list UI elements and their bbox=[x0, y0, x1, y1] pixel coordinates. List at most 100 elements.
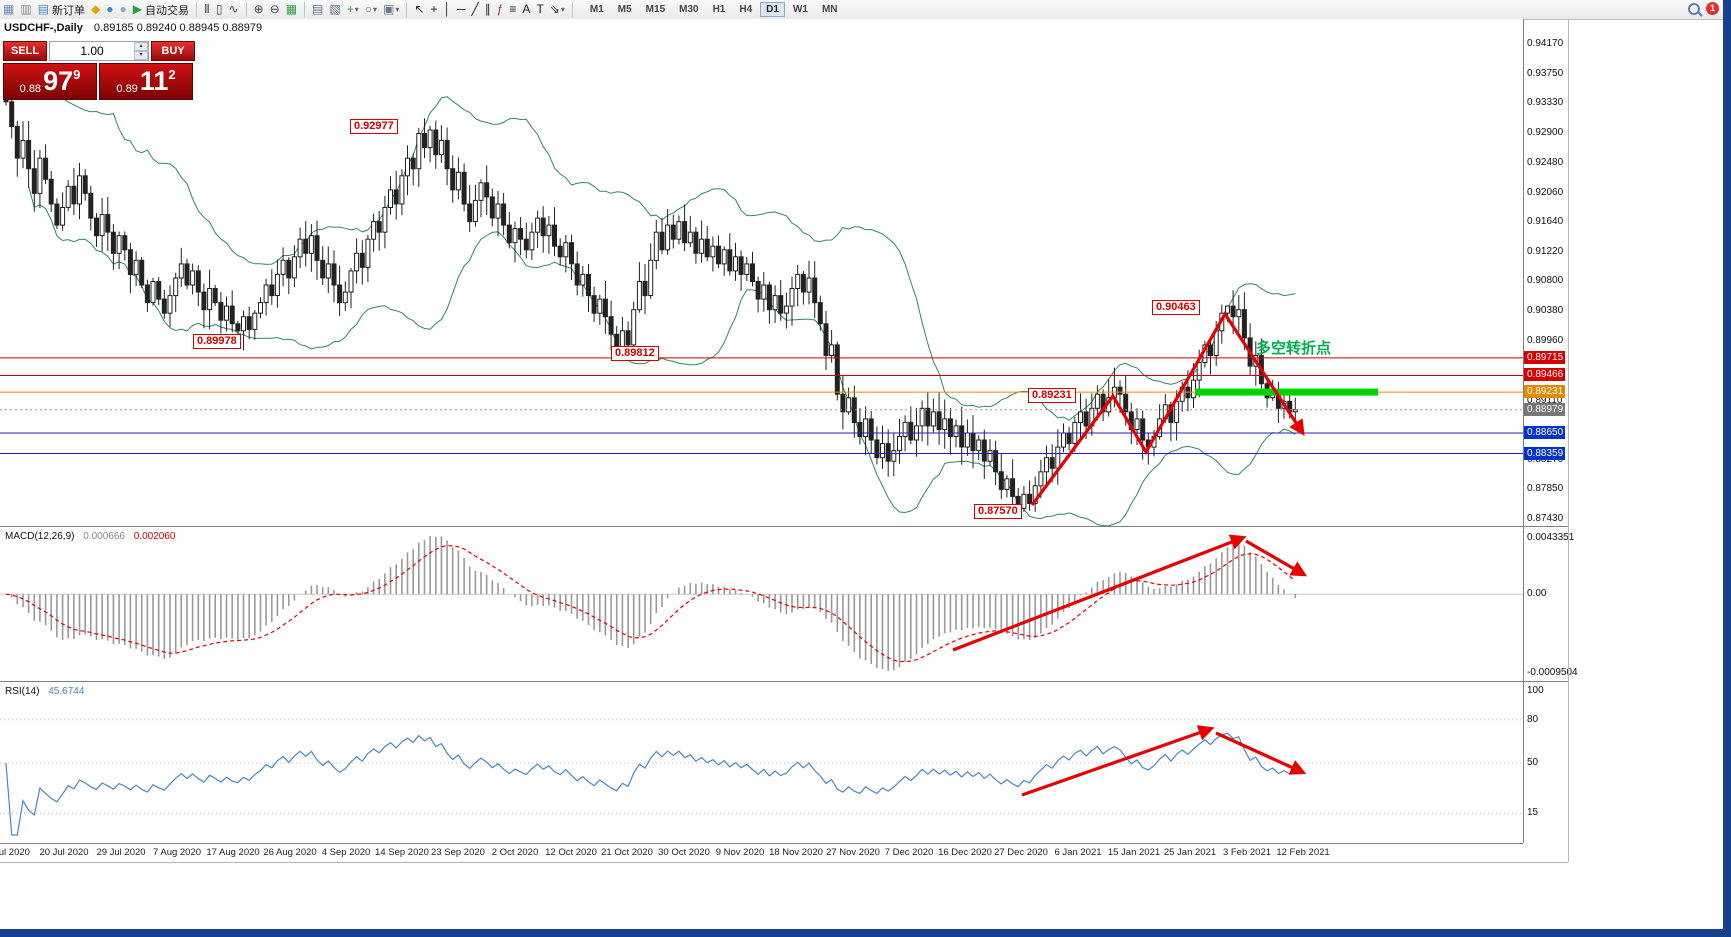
fibonacci-tool[interactable]: ƒ bbox=[494, 1, 507, 18]
buy-price-panel[interactable]: 0.89 11 2 bbox=[99, 63, 193, 100]
price-axis-tick: 0.90800 bbox=[1527, 275, 1564, 286]
channel-tool[interactable]: ∥ bbox=[482, 1, 494, 18]
horizontal-line-tool[interactable]: ─ bbox=[454, 1, 469, 18]
price-axis-tag: 0.88979 bbox=[1524, 403, 1566, 416]
time-axis-label: 2 Oct 2020 bbox=[491, 847, 539, 858]
autotrading-button[interactable]: ▶ 自动交易 bbox=[130, 1, 192, 18]
timeframe-w1-button[interactable]: W1 bbox=[792, 4, 808, 15]
timeframe-m15-button[interactable]: M15 bbox=[645, 4, 666, 15]
rsi-panel bbox=[0, 683, 1523, 843]
timeframe-mn-button[interactable]: MN bbox=[821, 4, 838, 15]
tile-windows-icon[interactable]: ▦ bbox=[283, 1, 300, 18]
timeframe-m5-button[interactable]: M5 bbox=[617, 4, 632, 15]
volume-input[interactable] bbox=[50, 42, 134, 60]
price-axis-tick: 0.87850 bbox=[1527, 483, 1564, 494]
toolbar-items: ▦ ▥ ▤ 新订单 ◆ ● ● ▶ 自动交易 Ⅱ ▯ ∿ ⊕ ⊖ ▦ ▤ ▧ + ▾ ○ ▾ ▣ ▾ ↖ + │ ─ ╱ ∥ ƒ ≡ A T ⇘ ▾ bbox=[0, 0, 577, 19]
add-indicator-button[interactable]: + ▾ bbox=[344, 1, 362, 18]
dropdown-caret-icon: ▾ bbox=[354, 5, 359, 14]
time-axis-label: 12 Feb 2021 bbox=[1276, 847, 1330, 858]
bid-price-pip: 9 bbox=[73, 67, 81, 82]
trend-arrow[interactable] bbox=[952, 534, 1247, 652]
timeframe-d1-button[interactable]: D1 bbox=[760, 2, 785, 17]
zoom-out-icon[interactable]: ⊖ bbox=[267, 1, 283, 18]
line-chart-type-icon[interactable]: ∿ bbox=[226, 1, 242, 18]
main-chart-canvas[interactable] bbox=[0, 19, 1523, 526]
fibonacci-tool-icon: ƒ bbox=[496, 2, 504, 16]
toolbar-separator bbox=[196, 2, 197, 17]
trend-arrow[interactable] bbox=[1245, 539, 1308, 577]
timeframe-m1-button[interactable]: M1 bbox=[589, 4, 604, 15]
window-edge-right bbox=[1723, 0, 1731, 937]
community-icon[interactable]: ● bbox=[103, 1, 116, 18]
crosshair-tool-icon: + bbox=[430, 2, 438, 16]
trend-arrow[interactable] bbox=[1215, 731, 1307, 775]
cursor-tool[interactable]: ↖ bbox=[411, 1, 427, 18]
price-callout-label[interactable]: 0.89231 bbox=[1028, 388, 1076, 403]
volume-up-button[interactable]: ▴ bbox=[134, 42, 148, 51]
new-order-button[interactable]: ▤ 新订单 bbox=[35, 1, 88, 18]
toolbar-separator bbox=[304, 2, 306, 17]
vertical-line-tool[interactable]: │ bbox=[440, 1, 454, 18]
time-axis-label: 30 Oct 2020 bbox=[658, 847, 710, 858]
charts-window-icon: ▦ bbox=[3, 2, 15, 16]
panel-separator[interactable] bbox=[0, 681, 1568, 682]
rsi-value: 45.6744 bbox=[48, 686, 85, 697]
macd-signal-value: 0.002060 bbox=[133, 531, 176, 542]
panel-separator[interactable] bbox=[0, 526, 1568, 527]
rsi-canvas[interactable] bbox=[0, 683, 1523, 843]
candlestick-chart-type-icon[interactable]: ▯ bbox=[213, 1, 226, 18]
label-tool[interactable]: T bbox=[533, 1, 546, 18]
trend-arrow[interactable] bbox=[1030, 310, 1305, 506]
price-callout-label[interactable]: 0.92977 bbox=[350, 119, 398, 134]
sell-button[interactable]: SELL bbox=[3, 41, 47, 61]
metaeditor-icon[interactable]: ◆ bbox=[88, 1, 103, 18]
period-button[interactable]: ○ ▾ bbox=[362, 1, 380, 18]
chart-list-icon[interactable]: ▥ bbox=[17, 1, 34, 18]
auto-arrange-icon: ▤ bbox=[312, 2, 324, 16]
toolbar: ▦ ▥ ▤ 新订单 ◆ ● ● ▶ 自动交易 Ⅱ ▯ ∿ ⊕ ⊖ ▦ ▤ ▧ + ▾ ○ ▾ ▣ ▾ ↖ + │ ─ ╱ ∥ ƒ ≡ A T ⇘ ▾… bbox=[0, 0, 1731, 20]
chart-window-bottom-border bbox=[0, 862, 1568, 863]
rsi-header: RSI(14) 45.6744 bbox=[5, 686, 84, 697]
price-axis: 0.0043351 0.00 -0.0009504 0.94170 0.93750… bbox=[1524, 19, 1578, 845]
charts-window-icon[interactable]: ▦ bbox=[0, 1, 17, 18]
template-button[interactable]: ▣ ▾ bbox=[380, 1, 402, 18]
time-axis-label: 3 Feb 2021 bbox=[1222, 847, 1272, 858]
arrows-tool[interactable]: ⇘ ▾ bbox=[547, 1, 568, 18]
toolbar-right: 1 bbox=[1688, 2, 1719, 15]
price-callout-label[interactable]: 0.90463 bbox=[1152, 300, 1200, 315]
rsi-axis-tick: 80 bbox=[1527, 714, 1539, 725]
timeframe-h4-button[interactable]: H4 bbox=[739, 4, 753, 15]
trendline-tool-icon: ╱ bbox=[471, 2, 479, 16]
sell-price-panel[interactable]: 0.88 97 9 bbox=[3, 63, 97, 100]
chart-symbol-header: USDCHF-,Daily 0.89185 0.89240 0.88945 0.… bbox=[4, 22, 262, 34]
auto-arrange-icon[interactable]: ▤ bbox=[309, 1, 326, 18]
volume-down-button[interactable]: ▾ bbox=[134, 51, 148, 60]
search-icon[interactable] bbox=[1688, 2, 1700, 15]
price-axis-tick: 0.91220 bbox=[1527, 246, 1564, 257]
time-axis[interactable]: 9 Jul 2020 20 Jul 2020 29 Jul 2020 7 Aug 20… bbox=[0, 843, 1523, 863]
autotrading-button-label: 自动交易 bbox=[145, 4, 189, 17]
price-callout-label[interactable]: 0.89812 bbox=[611, 346, 659, 361]
toolbar-separator bbox=[571, 2, 573, 17]
rsi-axis-tick: 100 bbox=[1527, 685, 1544, 696]
candles-group bbox=[3, 70, 1298, 512]
buy-button[interactable]: BUY bbox=[151, 41, 195, 61]
shapes-tool[interactable]: ≡ bbox=[506, 1, 519, 18]
price-callout-label[interactable]: 0.89978 bbox=[193, 334, 241, 349]
chart-annotation-text[interactable]: 多空转折点 bbox=[1256, 340, 1332, 357]
bar-chart-type-icon[interactable]: Ⅱ bbox=[201, 1, 213, 18]
timeframe-m30-button[interactable]: M30 bbox=[679, 4, 699, 15]
trend-arrow[interactable] bbox=[1021, 725, 1215, 797]
price-callout-label[interactable]: 0.87570 bbox=[974, 504, 1022, 519]
notification-badge[interactable]: 1 bbox=[1706, 2, 1719, 15]
macd-canvas[interactable] bbox=[0, 528, 1523, 681]
zoom-in-icon[interactable]: ⊕ bbox=[251, 1, 267, 18]
time-axis-label: 12 Oct 2020 bbox=[545, 847, 597, 858]
trendline-tool[interactable]: ╱ bbox=[468, 1, 481, 18]
support-zone-highlight[interactable] bbox=[1195, 388, 1378, 396]
crosshair-tool[interactable]: + bbox=[427, 1, 440, 18]
cascade-windows-icon[interactable]: ▧ bbox=[326, 1, 343, 18]
chat-icon[interactable]: ● bbox=[117, 1, 130, 18]
timeframe-h1-button[interactable]: H1 bbox=[712, 4, 726, 15]
text-tool[interactable]: A bbox=[519, 1, 533, 18]
